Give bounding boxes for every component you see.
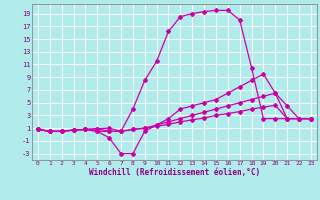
X-axis label: Windchill (Refroidissement éolien,°C): Windchill (Refroidissement éolien,°C): [89, 168, 260, 177]
